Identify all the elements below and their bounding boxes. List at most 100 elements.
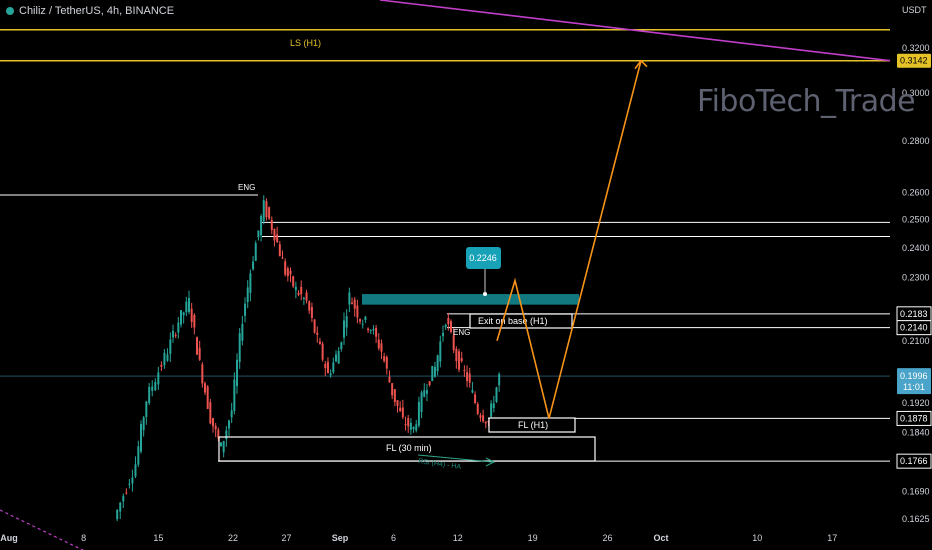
candle-body: [423, 390, 426, 397]
candle-body: [305, 292, 308, 301]
price-tag-label: 0.1878: [900, 413, 928, 423]
candle-body: [353, 299, 356, 309]
candle-body: [431, 366, 434, 382]
candle-body: [225, 430, 228, 440]
candle-body: [206, 386, 209, 410]
candle-body: [157, 372, 160, 385]
annotation-label: Exit on base (H1): [478, 316, 548, 326]
candle-body: [383, 356, 386, 361]
annotation-box: [488, 417, 576, 433]
annotation-label: FL (H1): [518, 420, 548, 430]
candle-body: [441, 332, 444, 337]
candle-body: [137, 446, 140, 465]
candle-body: [249, 273, 252, 293]
price-tag: [896, 410, 932, 426]
projection-arrow-head: [634, 59, 648, 70]
candle-body: [140, 424, 142, 452]
candle-body: [308, 301, 311, 311]
candle-body: [324, 363, 327, 369]
annotation-label: LS (H1): [290, 38, 321, 48]
price-callout-dot: [483, 292, 487, 297]
y-tick-label: 0.3000: [902, 88, 930, 98]
price-tag: [897, 53, 931, 68]
candle-body: [196, 337, 198, 355]
candle-body: [332, 362, 335, 373]
x-tick-label: Aug: [0, 533, 18, 543]
candle-body: [463, 369, 466, 371]
candle-body: [439, 341, 442, 362]
price-tag-label: 0.2140: [900, 323, 928, 333]
candle-body: [334, 354, 337, 362]
price-tag-label: 0.2183: [900, 309, 928, 319]
candle-body: [490, 403, 493, 417]
candle-body: [220, 442, 222, 447]
candle-body: [482, 415, 485, 422]
price-tag-label: 0.1996: [900, 371, 928, 381]
candle-body: [238, 333, 241, 362]
candle-body: [302, 297, 305, 300]
candle-body: [404, 424, 407, 426]
candle-body: [476, 404, 479, 414]
trend-line: [379, 0, 891, 62]
currency-label: USDT: [902, 5, 927, 15]
candle-body: [174, 335, 177, 337]
candle-body: [484, 421, 487, 424]
candle-body: [185, 301, 188, 313]
candle-body: [244, 303, 247, 316]
price-tag: [896, 453, 932, 469]
candle-body: [458, 351, 461, 370]
candle-body: [154, 382, 157, 391]
candle-body: [228, 420, 230, 429]
candle-body: [260, 216, 263, 236]
annotation-box: [469, 313, 573, 329]
candle-body: [190, 308, 193, 322]
price-tag-time: 11:01: [903, 382, 925, 392]
symbol-title: Chiliz / TetherUS, 4h, BINANCE: [19, 5, 175, 17]
candle-body: [444, 324, 447, 328]
candle-body: [148, 386, 151, 404]
candle-body: [474, 394, 477, 403]
annotation-box: [218, 436, 596, 462]
candle-body: [396, 400, 399, 406]
y-tick-label: 0.2800: [902, 136, 930, 146]
price-tag-label: 0.1766: [900, 456, 928, 466]
x-tick-label: 15: [153, 533, 163, 543]
candle-body: [297, 292, 300, 295]
candle-body: [388, 376, 391, 383]
y-tick-label: 0.2500: [902, 215, 930, 225]
candle-body: [278, 244, 281, 257]
candle-body: [300, 286, 303, 295]
candle-body: [498, 373, 501, 386]
candle-body: [254, 243, 257, 261]
chart-header: Chiliz / TetherUS, 4h, BINANCE: [6, 5, 174, 17]
candle-body: [116, 509, 119, 520]
candle-body: [212, 417, 214, 427]
candle-body: [343, 320, 346, 338]
candle-body: [391, 383, 394, 396]
rsi-arrow-head: [485, 457, 496, 467]
candle-body: [265, 201, 268, 218]
x-tick-label: 8: [81, 533, 86, 543]
y-tick-label: 0.1840: [902, 428, 930, 438]
price-tag: [896, 320, 932, 336]
candle-body: [417, 401, 420, 426]
x-tick-label: 19: [528, 533, 538, 543]
candle-body: [428, 381, 431, 386]
rsi-arrow: [417, 454, 493, 463]
candle-body: [466, 372, 469, 382]
candle-body: [455, 348, 458, 362]
candle-body: [230, 410, 233, 418]
candle-body: [241, 323, 244, 341]
candle-body: [236, 359, 239, 387]
candle-body: [273, 228, 276, 241]
price-tag: [897, 368, 931, 395]
candle-body: [262, 200, 265, 221]
candle-body: [450, 321, 453, 333]
candle-body: [131, 477, 134, 484]
candle-body: [399, 407, 402, 412]
candle-body: [292, 276, 295, 287]
annotation-label: ENG: [453, 328, 470, 337]
candle-body: [316, 332, 319, 335]
candle-body: [276, 234, 279, 243]
candle-body: [407, 418, 410, 427]
